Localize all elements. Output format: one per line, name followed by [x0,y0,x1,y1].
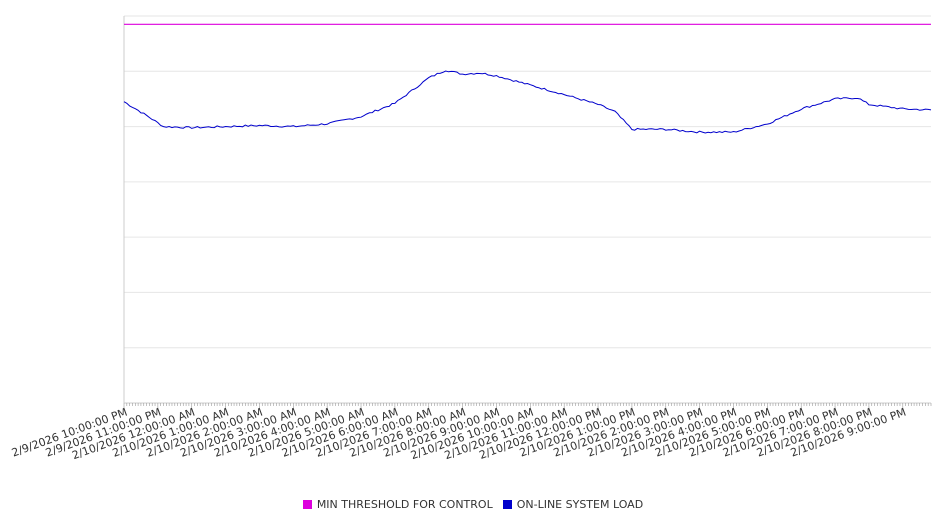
gridlines [124,15,931,349]
legend-item-threshold[interactable]: MIN THRESHOLD FOR CONTROL [302,498,493,511]
legend-swatch-threshold [302,500,312,509]
legend-swatch-load [502,500,512,509]
legend-item-load[interactable]: ON-LINE SYSTEM LOAD [502,498,644,511]
legend-label-load: ON-LINE SYSTEM LOAD [516,498,644,511]
legend-label-threshold: MIN THRESHOLD FOR CONTROL [316,498,493,511]
legend: MIN THRESHOLD FOR CONTROL ON-LINE SYSTEM… [0,498,946,511]
x-axis-tick-labels: 2/9/2026 10:00:00 PM2/9/2026 11:00:00 PM… [10,406,908,463]
axes [123,16,932,408]
series-line-online-system-load [123,70,932,134]
series-lines [123,23,932,134]
